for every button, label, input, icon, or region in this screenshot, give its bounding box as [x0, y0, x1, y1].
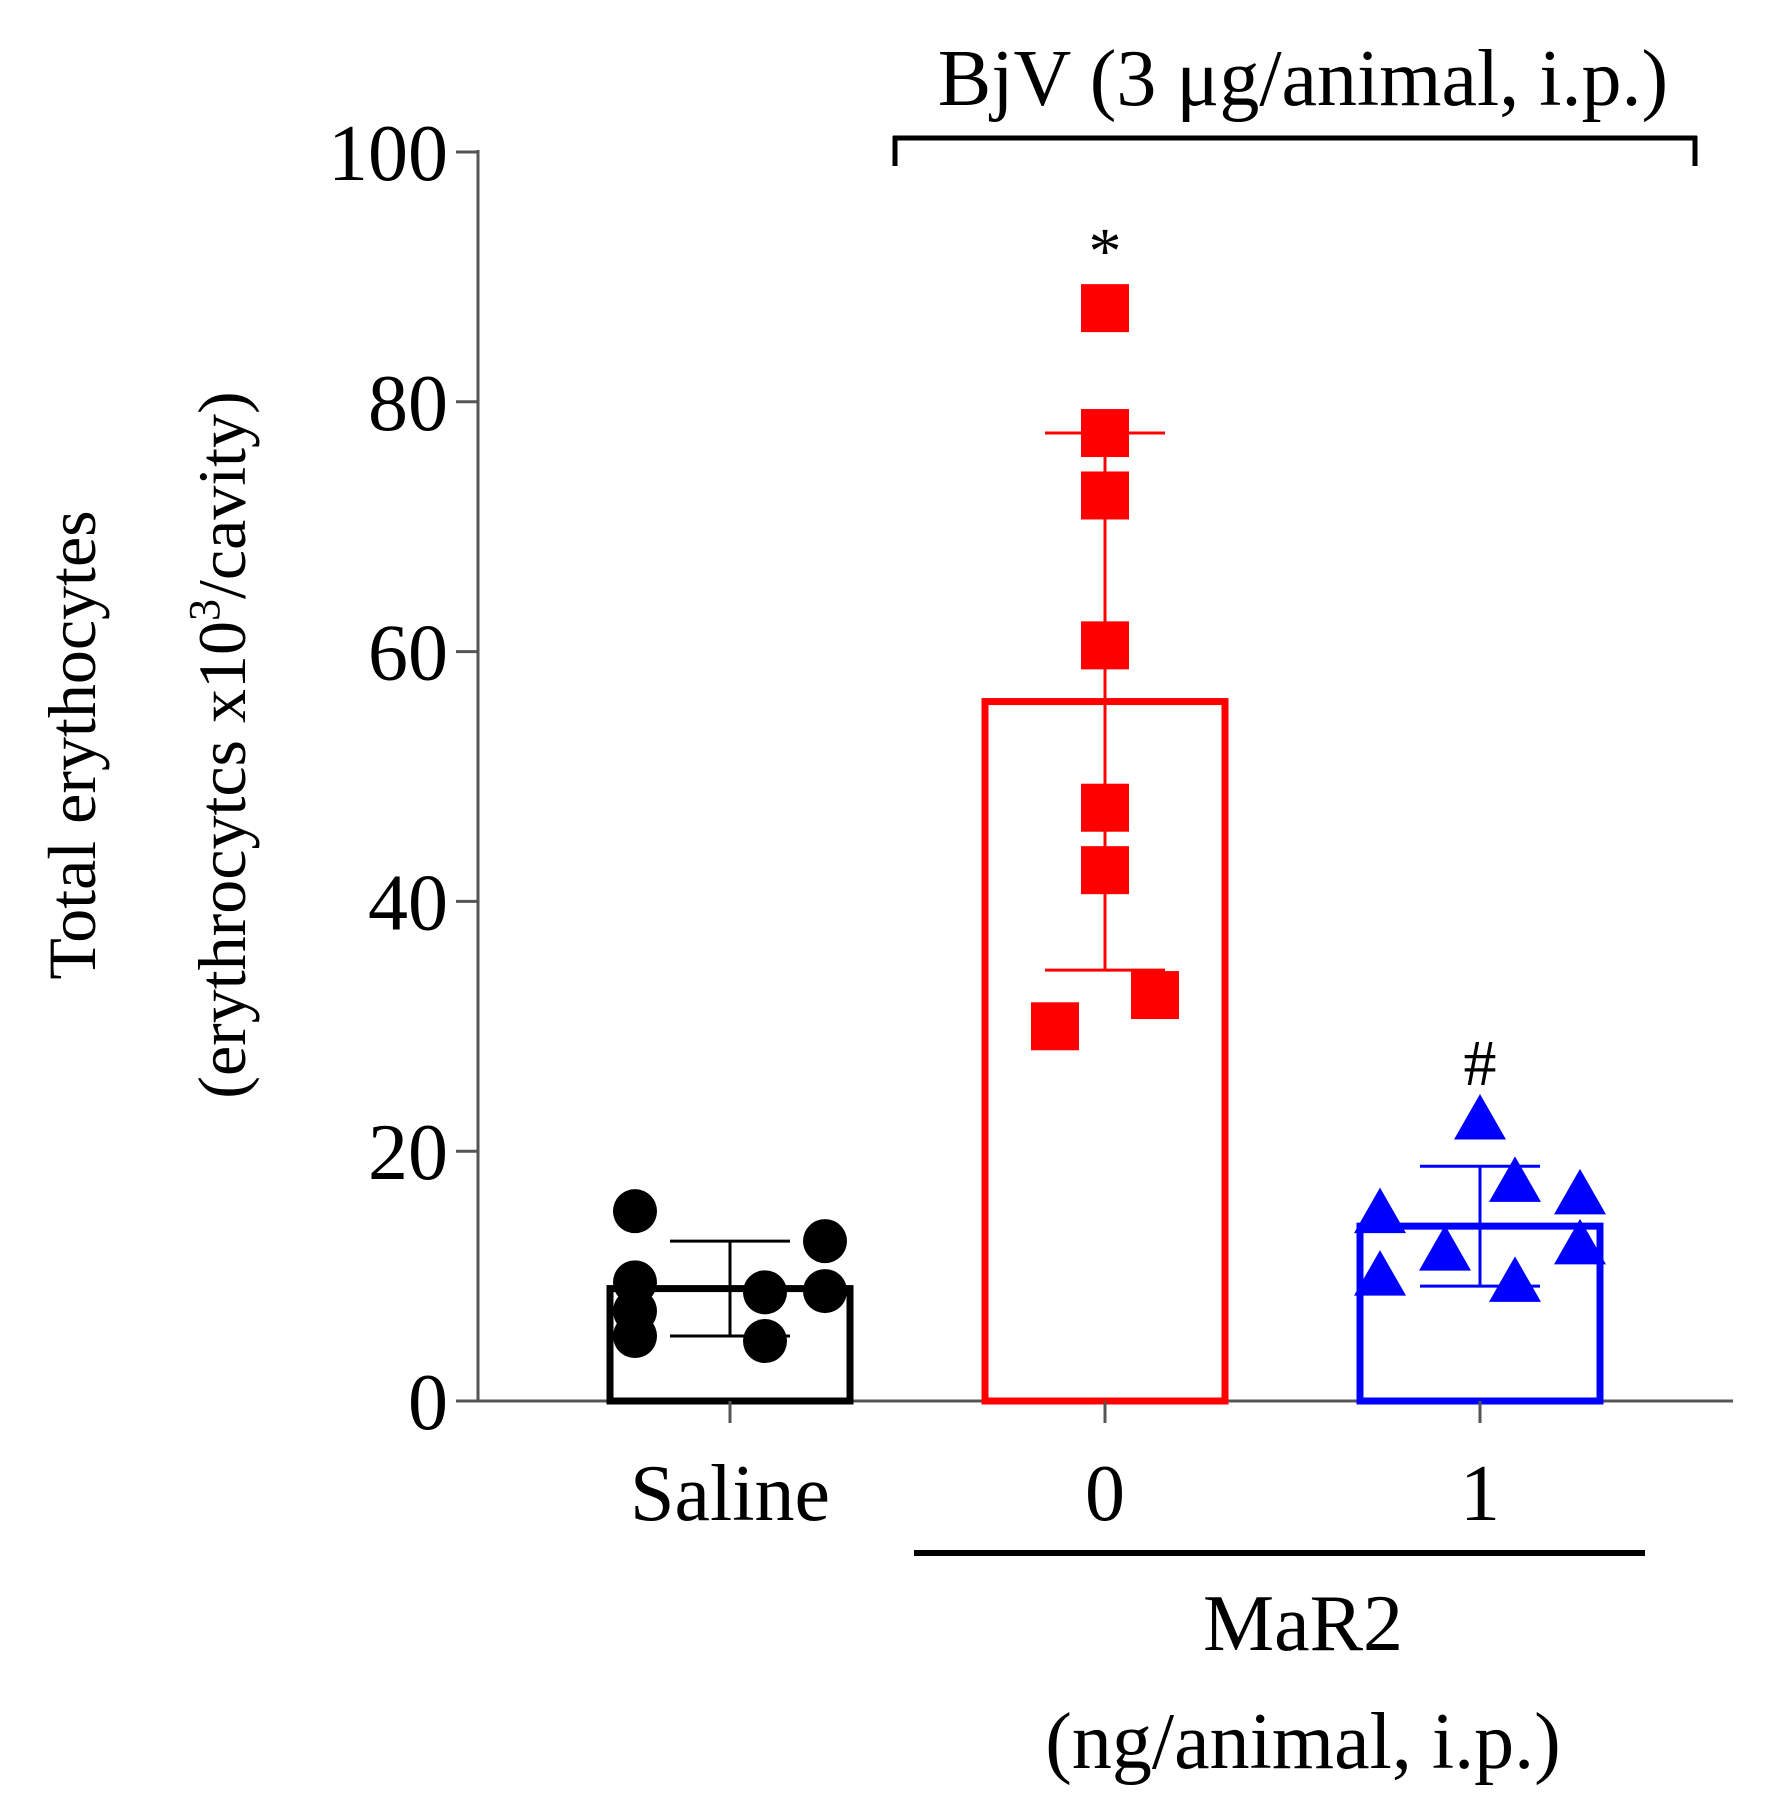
data-point-mar2-0-2 [1081, 471, 1129, 520]
y-tick-label-60: 60 [368, 610, 448, 698]
mar2-label-line2: (ng/animal, i.p.) [1045, 1698, 1560, 1786]
y-tick-label-0: 0 [408, 1359, 448, 1447]
y-tick-label-80: 80 [368, 360, 448, 448]
y-unit-prefix: (erythrocytcs x10 [184, 621, 260, 1099]
y-unit-exponent: 3 [180, 599, 229, 621]
data-point-mar2-1-4 [1554, 1218, 1606, 1265]
bjv-bracket-label: BjV (3 μg/animal, i.p.) [938, 35, 1668, 123]
data-point-saline-3 [743, 1270, 787, 1315]
significance-mark-1: * [1089, 215, 1122, 288]
data-point-saline-5 [613, 1314, 657, 1359]
data-point-saline-6 [743, 1319, 787, 1364]
y-unit-suffix: /cavity) [184, 391, 260, 599]
data-point-mar2-1-6 [1354, 1250, 1406, 1296]
data-point-mar2-0-3 [1081, 621, 1129, 670]
y-axis-unit-label: (erythrocytcs x103/cavity) [180, 391, 260, 1098]
data-point-mar2-0-4 [1081, 783, 1129, 832]
data-point-saline-0 [613, 1189, 657, 1234]
data-point-mar2-0-1 [1081, 409, 1129, 458]
data-point-mar2-1-3 [1354, 1187, 1406, 1234]
data-point-mar2-1-7 [1489, 1256, 1541, 1302]
data-points [613, 284, 1606, 1364]
data-point-mar2-0-7 [1031, 1002, 1079, 1051]
y-tick-label-40: 40 [368, 859, 448, 947]
data-point-saline-1 [803, 1219, 847, 1264]
x-ticks: Saline 0 1 [630, 1401, 1500, 1538]
data-point-mar2-0-6 [1131, 971, 1179, 1020]
y-axis-unit-title: (erythrocytcs x103/cavity) [180, 391, 260, 1098]
x-tick-label-1: 0 [1085, 1450, 1125, 1538]
significance-mark-2: # [1464, 1027, 1497, 1100]
data-point-mar2-1-1 [1489, 1156, 1541, 1202]
mar2-label-line1: MaR2 [1203, 1580, 1403, 1668]
data-point-mar2-1-0 [1454, 1093, 1506, 1140]
data-point-mar2-0-0 [1081, 284, 1129, 333]
data-point-mar2-0-5 [1081, 846, 1129, 895]
y-tick-label-100: 100 [328, 110, 448, 198]
bjv-bracket: BjV (3 μg/animal, i.p.) [892, 35, 1698, 166]
significance-marks: *# [1089, 215, 1497, 1100]
x-tick-label-0: Saline [630, 1450, 830, 1538]
data-point-saline-7 [803, 1269, 847, 1314]
y-axis-label: Total erythocytes [34, 510, 110, 979]
y-axis-title: Total erythocytes [34, 510, 110, 979]
data-point-mar2-1-5 [1419, 1225, 1471, 1271]
x-tick-label-2: 1 [1460, 1450, 1500, 1538]
mar2-bracket: MaR2 (ng/animal, i.p.) [914, 1550, 1645, 1786]
y-tick-label-20: 20 [368, 1109, 448, 1197]
y-ticks: 0 20 40 60 80 100 [328, 110, 478, 1447]
data-point-mar2-1-2 [1554, 1168, 1606, 1215]
